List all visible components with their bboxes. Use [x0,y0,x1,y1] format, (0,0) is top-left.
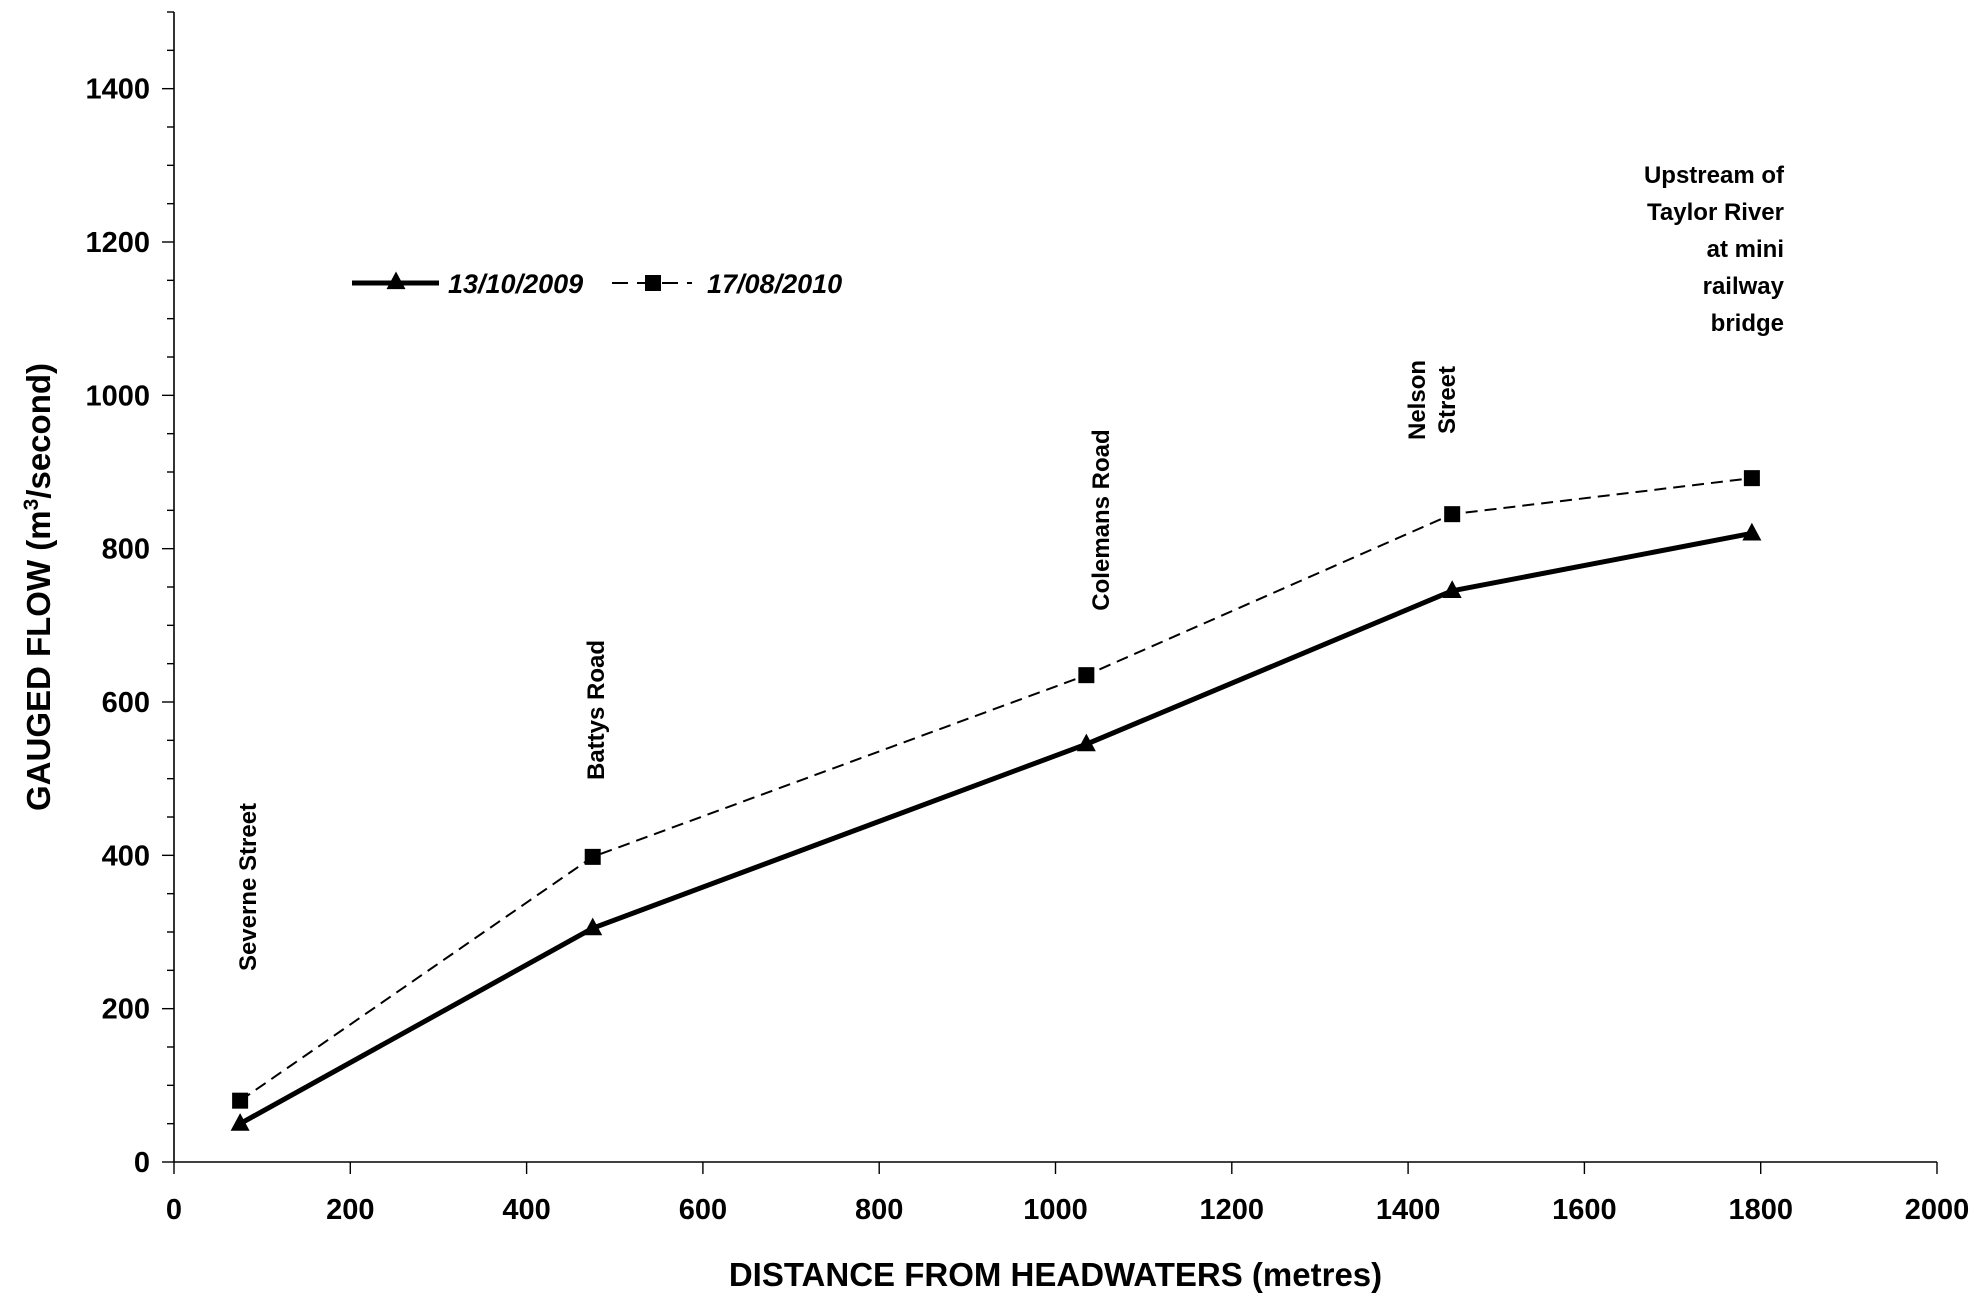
series-line [238,530,1753,1126]
x-tick-label: 1000 [1023,1194,1088,1226]
y-tick-label: 0 [134,1147,150,1179]
series-1 [230,522,1762,1131]
y-tick-label: 1200 [85,227,150,259]
y-tick-label: 1000 [85,380,150,412]
site-label: Battys Road [583,640,610,780]
x-tick-label: 800 [855,1194,903,1226]
site-label: Severne Street [235,803,262,971]
series-2 [232,470,1760,1109]
site-label: Upstream of Taylor River at mini railway bri… [1644,162,1785,337]
data-point [584,848,601,865]
legend-label: 17/08/2010 [707,269,842,299]
x-tick-label: 2000 [1905,1194,1970,1226]
x-tick-label: 1600 [1552,1194,1617,1226]
data-point [583,917,603,936]
data-point [1743,470,1760,487]
site-label: Colemans Road [1088,429,1115,610]
data-point [1078,667,1095,684]
y-tick-label: 800 [102,534,150,566]
legend-marker-triangle [386,271,406,290]
legend-marker-square [645,275,661,291]
data-point [1442,580,1462,598]
y-axis-title: GAUGED FLOW (m3/second) [20,363,57,811]
series-layer [230,470,1762,1131]
y-tick-label: 1400 [85,74,150,106]
axes: 0 200 400 600 800 1000 1200 1400 0 200 400 600 800 10… [20,11,1970,1293]
y-tick-label: 400 [102,840,150,872]
x-tick-label: 600 [679,1194,727,1226]
data-point [1076,733,1096,752]
x-axis-title: DISTANCE FROM HEADWATERS (metres) [729,1256,1382,1293]
data-point [1742,522,1762,541]
x-tick-label: 400 [502,1194,550,1226]
x-tick-label: 1800 [1728,1194,1793,1226]
y-tick-label: 200 [102,994,150,1026]
data-point [230,1113,250,1131]
y-tick-label: 600 [102,687,150,719]
x-tick-label: 0 [166,1194,182,1226]
series-line [239,477,1753,1102]
legend: 13/10/2009 17/08/2010 [352,269,842,299]
site-label: Nelson Street [1404,360,1461,440]
data-point [1444,506,1461,523]
x-tick-label: 1200 [1200,1194,1265,1226]
data-point [232,1092,249,1109]
legend-label: 13/10/2009 [448,269,583,299]
x-tick-label: 1400 [1376,1194,1441,1226]
x-tick-label: 200 [326,1194,374,1226]
annotations: Severne Street Battys Road Colemans Road Ne… [235,162,1785,971]
